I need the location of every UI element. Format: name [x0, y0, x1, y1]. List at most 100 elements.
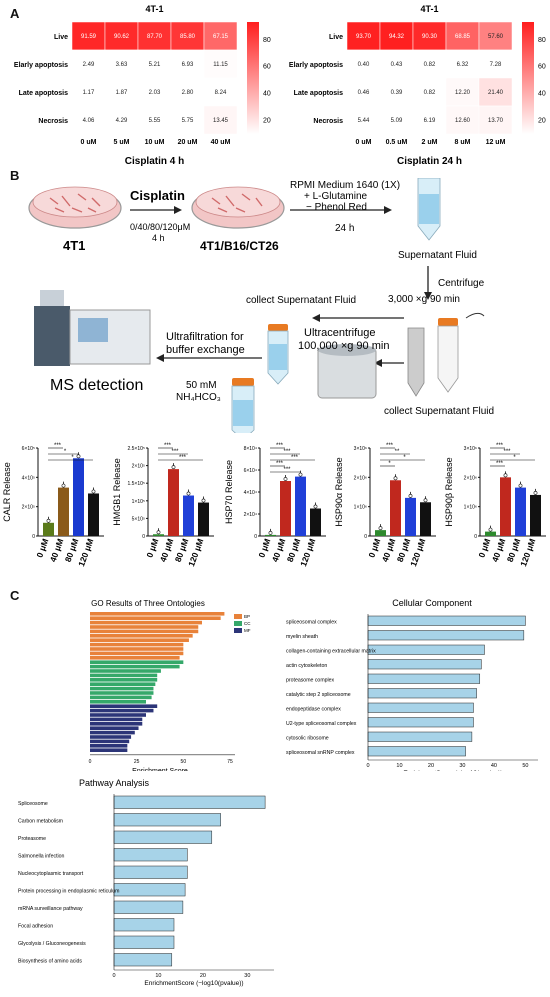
cc-x-tick: 30: [459, 763, 465, 769]
heatmap-right-caption: Cisplatin 24 h: [397, 156, 462, 167]
heatmap-right-col-label: 2 uM: [422, 139, 438, 146]
go-bar: [90, 726, 139, 730]
cc-bar: [367, 630, 525, 641]
y-axis-label: HSP90β Release: [444, 457, 454, 526]
heatmap-left-cell-value: 8.24: [215, 90, 227, 96]
go-legend-label: BP: [244, 614, 250, 619]
heatmap-left-cell: [71, 21, 106, 51]
significance-mark: ***: [291, 455, 299, 461]
heatmap-cisplatin-24h: 4T-1 Live 93.70 94.32 90.30 68.85 57.60 Elarly …: [289, 4, 546, 167]
data-point: [186, 491, 191, 496]
pw-term: Salmonella infection: [18, 853, 65, 859]
y-tick-label: 5×10⁵: [132, 516, 145, 522]
cc-bar: [367, 644, 485, 655]
x-tick-label: 0 μM: [34, 537, 50, 559]
heatmap-left-cell-value: 4.06: [83, 118, 95, 124]
heatmap-right-cell-value: 93.70: [356, 34, 372, 40]
heatmap-right-cell-value: 7.28: [490, 62, 502, 68]
heatmap-left-colorbar-tick: 80: [263, 37, 271, 44]
heatmap-cisplatin-4h: 4T-1 Live 91.59 90.62 87.70 85.80 67.15 Elarly …: [14, 4, 271, 167]
go-bar: [90, 642, 184, 647]
heatmap-left-row-label: Necrosis: [38, 118, 68, 125]
bar: [295, 476, 306, 536]
significance-mark: *: [388, 461, 391, 467]
heatmap-right-cell: [412, 49, 447, 79]
go-bar: [90, 612, 225, 616]
heatmap-right-cell: [379, 49, 414, 79]
cc-x-label: EnrichmentScore (−log10(pvalue)): [403, 770, 502, 771]
heatmap-right-cell-value: 21.40: [488, 90, 504, 96]
data-point: [46, 518, 51, 523]
go-ontology-chart: GO Results of Three Ontologies 0 25 50 75 Enr…: [89, 599, 252, 771]
ultrafiltration-line2: buffer exchange: [166, 344, 245, 356]
data-point: [393, 476, 398, 481]
cc-bar: [367, 688, 477, 699]
heatmap-left-col-label: 40 uM: [211, 139, 231, 146]
go-bar: [90, 616, 221, 620]
heatmap-right-cell-value: 90.30: [422, 34, 438, 40]
significance-mark: ***: [276, 461, 284, 467]
pw-term: Protein processing in endoplasmic reticu…: [18, 888, 120, 894]
x-tick-label: 0 μM: [366, 537, 382, 559]
cc-term: spliceosomal snRNP complex: [286, 750, 355, 756]
heatmap-right-cell: [379, 105, 414, 135]
dose-label: 0/40/80/120μM: [130, 222, 190, 232]
pw-bar: [113, 795, 266, 809]
ms-detection-label: MS detection: [50, 377, 143, 394]
bar: [500, 477, 511, 536]
bar: [168, 469, 179, 536]
small-tube-icon: [267, 324, 289, 385]
panel-label-c: C: [10, 588, 20, 603]
data-point: [91, 489, 96, 494]
heatmap-right-cell-value: 94.32: [389, 34, 405, 40]
go-legend-swatch: [234, 614, 242, 619]
panel-label-a: A: [10, 6, 20, 21]
heatmap-left-cell: [137, 49, 172, 79]
y-tick-label: 1.5×10⁵: [127, 481, 145, 487]
heatmap-right-cell-value: 0.40: [358, 62, 370, 68]
heatmap-left-cell: [71, 105, 106, 135]
go-bar: [90, 717, 143, 722]
go-bar: [90, 669, 161, 673]
data-point: [488, 527, 493, 532]
cc-x-tick: 50: [522, 763, 528, 769]
significance-mark: *: [513, 455, 516, 461]
bar: [198, 502, 209, 536]
significance-mark: ***: [503, 449, 511, 455]
y-tick-label: 2.5×10⁵: [127, 446, 145, 452]
y-tick-label: 4×10⁵: [22, 475, 35, 481]
significance-mark: *: [64, 449, 67, 455]
x-tick-label: 0 μM: [476, 537, 492, 559]
cisplatin-label: Cisplatin: [130, 188, 185, 203]
heatmap-right-colorbar-tick: 80: [538, 37, 546, 44]
heatmap-left-colorbar-tick: 40: [263, 91, 271, 98]
cc-x-tick: 20: [428, 763, 434, 769]
go-title: GO Results of Three Ontologies: [91, 599, 205, 608]
heatmap-right-cell: [346, 21, 381, 51]
y-tick-label: 8×10⁴: [244, 446, 257, 452]
heatmap-right-cell-value: 57.60: [488, 34, 504, 40]
cc-bar: [367, 702, 474, 713]
go-bar: [90, 744, 128, 748]
y-tick-label: 1×10⁶: [354, 505, 367, 511]
heatmap-right-cell-value: 5.09: [391, 118, 403, 124]
heatmap-left-colorbar-tick: 60: [263, 64, 271, 71]
significance-mark: **: [395, 449, 400, 455]
go-bar: [90, 691, 154, 695]
data-point: [201, 498, 206, 503]
petri-dish-4t1-b16-ct26: [191, 186, 285, 229]
heatmap-left-cell: [203, 49, 238, 79]
go-bar: [90, 678, 158, 682]
heatmap-right-col-label: 12 uM: [486, 139, 506, 146]
cc-x-tick: 0: [366, 763, 369, 769]
ultrafiltration-line1: Ultrafiltration for: [166, 331, 244, 343]
data-point: [378, 526, 383, 531]
heatmap-right-cell-value: 0.39: [391, 90, 403, 96]
y-tick-label: 0: [142, 534, 145, 540]
y-axis-label: CALR Release: [2, 462, 12, 522]
heatmap-left-cell: [170, 21, 205, 51]
x-tick-label: 0 μM: [144, 537, 160, 559]
heatmap-right-colorbar-tick: 40: [538, 91, 546, 98]
heatmap-right-colorbar-tick: 60: [538, 64, 546, 71]
pw-term: mRNA surveillance pathway: [18, 906, 83, 912]
